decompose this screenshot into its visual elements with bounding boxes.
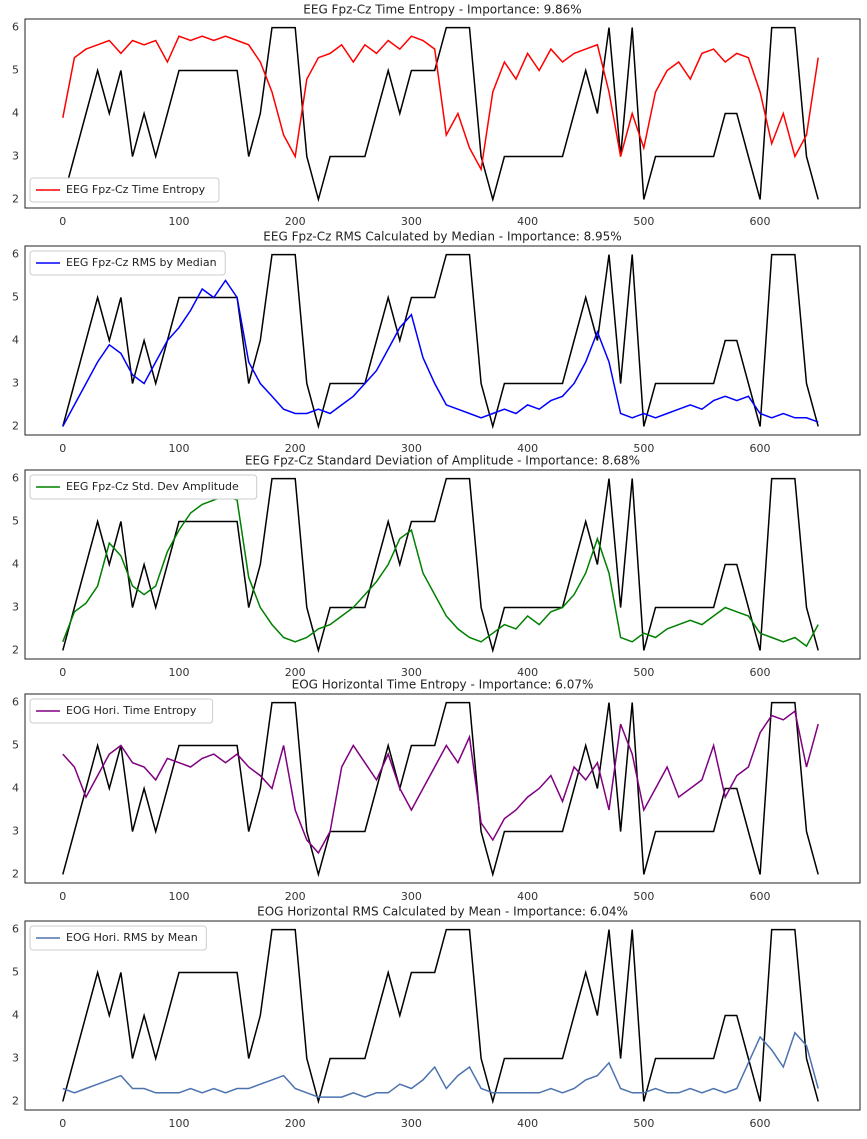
y-tick-label: 2: [12, 643, 19, 656]
x-tick-label: 600: [750, 215, 771, 228]
x-tick-label: 0: [59, 666, 66, 679]
x-tick-label: 0: [59, 1117, 66, 1130]
y-tick-label: 6: [12, 696, 19, 709]
x-tick-label: 300: [401, 442, 422, 455]
chart-title: EEG Fpz-Cz Standard Deviation of Amplitu…: [245, 454, 640, 468]
y-tick-label: 2: [12, 419, 19, 432]
y-tick-label: 6: [12, 472, 19, 485]
legend-label: EEG Fpz-Cz Std. Dev Amplitude: [66, 480, 239, 493]
plot-area: [24, 920, 861, 1111]
x-tick-label: 400: [517, 442, 538, 455]
x-tick-label: 500: [633, 1117, 654, 1130]
data-line: [62, 495, 819, 648]
x-tick-label: 500: [633, 890, 654, 903]
y-tick-label: 4: [12, 1009, 19, 1022]
y-tick-label: 5: [12, 291, 19, 304]
legend-label: EEG Fpz-Cz RMS by Median: [66, 256, 217, 269]
legend-label: EOG Hori. Time Entropy: [66, 704, 197, 717]
chart-title: EOG Horizontal RMS Calculated by Mean - …: [257, 905, 628, 919]
x-tick-label: 100: [168, 666, 189, 679]
y-tick-label: 3: [12, 1051, 19, 1064]
y-tick-label: 5: [12, 64, 19, 77]
plot-area: [24, 18, 861, 209]
y-tick-label: 2: [12, 192, 19, 205]
x-tick-label: 400: [517, 890, 538, 903]
x-tick-label: 300: [401, 215, 422, 228]
y-tick-label: 3: [12, 600, 19, 613]
x-tick-label: 0: [59, 215, 66, 228]
y-tick-label: 6: [12, 21, 19, 34]
data-line: [62, 477, 819, 654]
x-tick-label: 500: [633, 215, 654, 228]
legend-label: EOG Hori. RMS by Mean: [66, 931, 198, 944]
x-tick-label: 400: [517, 215, 538, 228]
data-line: [62, 26, 819, 203]
y-tick-label: 2: [12, 1094, 19, 1107]
x-tick-label: 600: [750, 666, 771, 679]
data-line: [62, 709, 819, 855]
y-tick-label: 5: [12, 966, 19, 979]
x-tick-label: 500: [633, 666, 654, 679]
y-tick-label: 4: [12, 782, 19, 795]
x-tick-label: 300: [401, 1117, 422, 1130]
legend-box: [29, 177, 220, 203]
x-tick-label: 100: [168, 890, 189, 903]
x-tick-label: 100: [168, 215, 189, 228]
x-tick-label: 0: [59, 442, 66, 455]
y-tick-label: 3: [12, 824, 19, 837]
x-tick-label: 200: [285, 890, 306, 903]
y-tick-label: 2: [12, 867, 19, 880]
y-tick-label: 4: [12, 334, 19, 347]
plot-area: [24, 469, 861, 660]
y-tick-label: 5: [12, 739, 19, 752]
data-line: [62, 279, 819, 427]
legend-box: [29, 474, 258, 500]
chart-title: EOG Horizontal Time Entropy - Importance…: [292, 678, 594, 692]
x-tick-label: 200: [285, 442, 306, 455]
x-tick-label: 200: [285, 215, 306, 228]
plot-area: [24, 245, 861, 436]
data-line: [62, 35, 819, 172]
x-tick-label: 400: [517, 1117, 538, 1130]
legend-box: [29, 250, 226, 276]
data-line: [62, 701, 819, 878]
legend-label: EEG Fpz-Cz Time Entropy: [66, 183, 206, 196]
x-tick-label: 300: [401, 890, 422, 903]
x-tick-label: 300: [401, 666, 422, 679]
chart-title: EEG Fpz-Cz Time Entropy - Importance: 9.…: [303, 3, 581, 17]
x-tick-label: 500: [633, 442, 654, 455]
x-tick-label: 600: [750, 442, 771, 455]
data-line: [62, 928, 819, 1105]
data-line: [62, 1031, 819, 1098]
y-tick-label: 3: [12, 376, 19, 389]
x-tick-label: 200: [285, 666, 306, 679]
y-tick-label: 6: [12, 923, 19, 936]
y-tick-label: 6: [12, 248, 19, 261]
y-tick-label: 4: [12, 107, 19, 120]
legend-box: [29, 925, 207, 951]
x-tick-label: 400: [517, 666, 538, 679]
data-line: [62, 253, 819, 430]
x-tick-label: 600: [750, 890, 771, 903]
y-tick-label: 4: [12, 558, 19, 571]
x-tick-label: 600: [750, 1117, 771, 1130]
chart-title: EEG Fpz-Cz RMS Calculated by Median - Im…: [263, 230, 621, 244]
x-tick-label: 0: [59, 890, 66, 903]
plot-area: [24, 693, 861, 884]
y-tick-label: 3: [12, 149, 19, 162]
x-tick-label: 200: [285, 1117, 306, 1130]
legend-box: [29, 698, 214, 724]
x-tick-label: 100: [168, 1117, 189, 1130]
x-tick-label: 100: [168, 442, 189, 455]
y-tick-label: 5: [12, 515, 19, 528]
